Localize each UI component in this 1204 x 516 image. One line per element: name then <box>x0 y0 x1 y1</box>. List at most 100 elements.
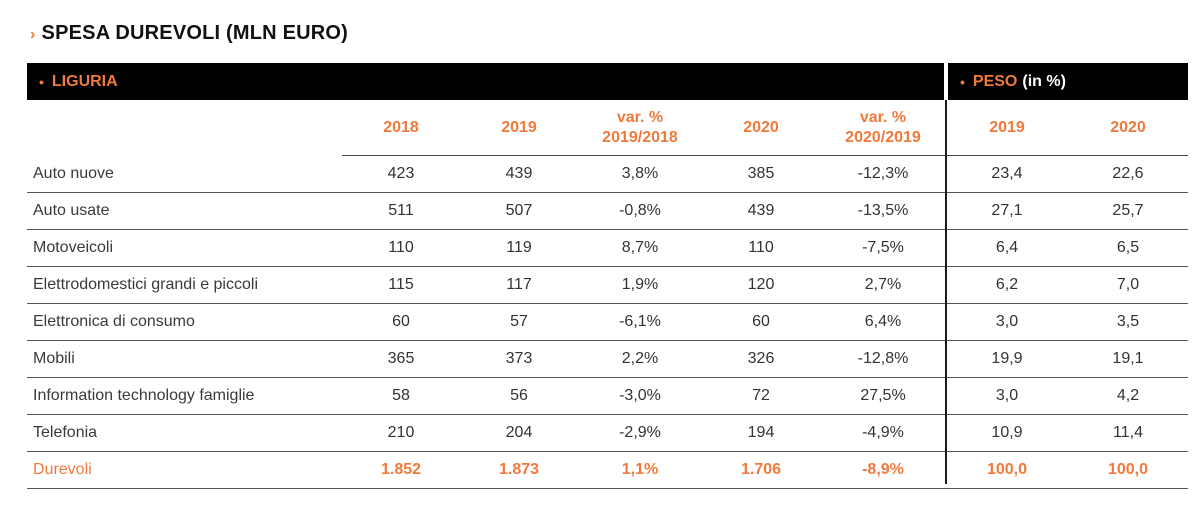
row-label: Telefonia <box>27 414 342 452</box>
table-header-row: 2018 2019 var. % 2019/2018 2020 var. % 2020/20… <box>27 100 1188 156</box>
table-cell: -2,9% <box>578 414 702 452</box>
table-body: Auto nuove 423 439 3,8% 385 -12,3% 23,4 22,6 Aut… <box>27 155 1188 489</box>
row-label: Auto usate <box>27 192 342 230</box>
column-header-line1: var. % <box>616 108 664 126</box>
table-row: Motoveicoli 110 119 8,7% 110 -7,5% 6,4 6,5 <box>27 229 1188 267</box>
table-cell: 1.873 <box>460 451 578 489</box>
column-divider <box>945 100 947 484</box>
table-cell: -6,1% <box>578 303 702 341</box>
page-title: › SPESA DUREVOLI (MLN EURO) <box>30 22 348 45</box>
table-cell: 439 <box>460 155 578 193</box>
table-cell: 1,9% <box>578 266 702 304</box>
table-cell: 8,7% <box>578 229 702 267</box>
table-cell: 6,4 <box>946 229 1068 267</box>
table-cell: 10,9 <box>946 414 1068 452</box>
table-cell: 56 <box>460 377 578 415</box>
table-cell: -4,9% <box>820 414 946 452</box>
table-row: Mobili 365 373 2,2% 326 -12,8% 19,9 19,1 <box>27 340 1188 378</box>
table-cell: 7,0 <box>1068 266 1188 304</box>
table-cell: 19,9 <box>946 340 1068 378</box>
table-cell: -0,8% <box>578 192 702 230</box>
table-cell: 58 <box>342 377 460 415</box>
column-header-line2: 2019/2018 <box>602 128 678 146</box>
table-cell: 117 <box>460 266 578 304</box>
table-cell: 27,5% <box>820 377 946 415</box>
column-header-line1: 2019 <box>501 118 537 136</box>
bullet-icon: • <box>960 73 965 90</box>
table-cell: 210 <box>342 414 460 452</box>
column-header-line1: 2019 <box>989 118 1025 136</box>
table-cell: 3,0 <box>946 377 1068 415</box>
table-row: Elettrodomestici grandi e piccoli 115 117 1… <box>27 266 1188 304</box>
table-cell: 6,4% <box>820 303 946 341</box>
table-cell: 22,6 <box>1068 155 1188 193</box>
table-cell: -13,5% <box>820 192 946 230</box>
table-cell: 326 <box>702 340 820 378</box>
column-header: var. % 2020/2019 <box>820 100 946 156</box>
region-label: LIGURIA <box>51 72 118 90</box>
table-cell: 57 <box>460 303 578 341</box>
table-cell: 19,1 <box>1068 340 1188 378</box>
table-cell: 1.852 <box>342 451 460 489</box>
table-cell: 423 <box>342 155 460 193</box>
table-row: Auto usate 511 507 -0,8% 439 -13,5% 27,1 25,7 <box>27 192 1188 230</box>
table-cell: 115 <box>342 266 460 304</box>
column-header: 2020 <box>702 100 820 156</box>
table-cell: 507 <box>460 192 578 230</box>
row-label: Auto nuove <box>27 155 342 193</box>
table-cell: 2,2% <box>578 340 702 378</box>
table-cell: -12,8% <box>820 340 946 378</box>
table-cell: 1.706 <box>702 451 820 489</box>
table-cell: -8,9% <box>820 451 946 489</box>
table-cell: 1,1% <box>578 451 702 489</box>
column-header-line2: 2020/2019 <box>845 128 921 146</box>
table-cell: 110 <box>702 229 820 267</box>
table-cell: -3,0% <box>578 377 702 415</box>
table-cell: 6,2 <box>946 266 1068 304</box>
table-cell: 23,4 <box>946 155 1068 193</box>
total-row: Durevoli 1.852 1.873 1,1% 1.706 -8,9% 100,0 100… <box>27 451 1188 489</box>
table-cell: 100,0 <box>1068 451 1188 489</box>
table-cell: 6,5 <box>1068 229 1188 267</box>
table-cell: 119 <box>460 229 578 267</box>
table-cell: 11,4 <box>1068 414 1188 452</box>
page-title-text: SPESA DUREVOLI (MLN EURO) <box>41 22 349 44</box>
table-cell: 100,0 <box>946 451 1068 489</box>
table-cell: 27,1 <box>946 192 1068 230</box>
durables-spending-table: 2018 2019 var. % 2019/2018 2020 var. % 2020/20… <box>27 100 1188 489</box>
table-cell: 373 <box>460 340 578 378</box>
column-header: var. % 2019/2018 <box>578 100 702 156</box>
table-cell: 3,5 <box>1068 303 1188 341</box>
table-cell: 60 <box>342 303 460 341</box>
table-cell: 72 <box>702 377 820 415</box>
table-cell: 3,8% <box>578 155 702 193</box>
table-cell: 4,2 <box>1068 377 1188 415</box>
region-header-bar: • LIGURIA <box>27 63 944 100</box>
table-cell: 385 <box>702 155 820 193</box>
column-header-line1: 2020 <box>743 118 779 136</box>
table-row: Elettronica di consumo 60 57 -6,1% 60 6,4% 3,0… <box>27 303 1188 341</box>
table-cell: 120 <box>702 266 820 304</box>
row-label: Elettrodomestici grandi e piccoli <box>27 266 342 304</box>
column-header: 2019 <box>946 100 1068 156</box>
row-label: Elettronica di consumo <box>27 303 342 341</box>
table-cell: 204 <box>460 414 578 452</box>
table-row: Information technology famiglie 58 56 -3,0%… <box>27 377 1188 415</box>
column-header: 2020 <box>1068 100 1188 156</box>
weight-label: PESO <box>972 72 1018 90</box>
table-cell: 365 <box>342 340 460 378</box>
table-cell: 439 <box>702 192 820 230</box>
weight-header-bar: • PESO (in %) <box>948 63 1188 100</box>
bullet-icon: • <box>39 73 44 90</box>
column-header-line1: 2018 <box>383 118 419 136</box>
weight-unit-label: (in %) <box>1022 72 1066 90</box>
table-cell: 511 <box>342 192 460 230</box>
row-label: Mobili <box>27 340 342 378</box>
column-header-line1: var. % <box>859 108 907 126</box>
row-label: Motoveicoli <box>27 229 342 267</box>
table-cell: 25,7 <box>1068 192 1188 230</box>
table-cell: -12,3% <box>820 155 946 193</box>
row-label: Durevoli <box>27 451 342 489</box>
column-header: 2019 <box>460 100 578 156</box>
column-header: 2018 <box>342 100 460 156</box>
